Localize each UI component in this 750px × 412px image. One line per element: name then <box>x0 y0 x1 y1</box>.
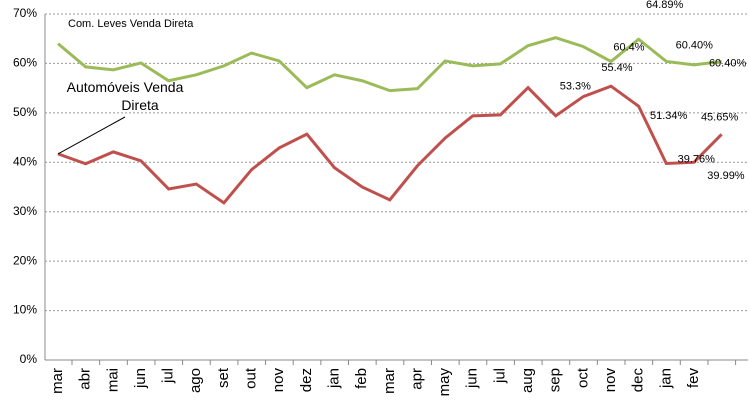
data-label: 39.76% <box>678 153 716 165</box>
y-tick-label: 0% <box>20 352 38 366</box>
x-tick-label: mar <box>381 368 398 394</box>
x-tick-label: jul <box>491 368 508 384</box>
y-tick-label: 20% <box>13 253 37 267</box>
series-label: Automóveis Venda Direta <box>67 79 184 113</box>
x-tick-label: mai <box>104 368 121 392</box>
y-tick-label: 40% <box>13 154 37 168</box>
x-tick-label: out <box>243 367 260 389</box>
x-tick-label: aug <box>519 368 536 393</box>
data-label: 60.40% <box>676 39 714 51</box>
x-tick-label: jan <box>657 368 674 389</box>
x-tick-label: feb <box>353 368 370 389</box>
series-line <box>57 84 723 205</box>
y-tick-label: 10% <box>13 303 37 317</box>
leader-line <box>57 116 126 155</box>
y-tick-label: 60% <box>13 56 37 70</box>
x-tick-label: apr <box>408 368 425 390</box>
x-tick-label: jun <box>464 368 481 389</box>
x-tick-label: set <box>215 367 232 388</box>
x-tick-label: nov <box>602 368 619 393</box>
data-label: 60.4% <box>613 41 644 53</box>
x-tick-label: jun <box>132 368 149 389</box>
series-label: Com. Leves Venda Direta <box>68 18 194 30</box>
x-tick-label: mar <box>49 368 66 394</box>
x-tick-label: jul <box>160 368 177 384</box>
x-tick-label: may <box>436 368 453 397</box>
data-label: 60.40% <box>709 57 747 69</box>
series-line <box>57 36 722 93</box>
data-label: 45.65% <box>701 111 739 123</box>
x-tick-label: ago <box>187 368 204 393</box>
x-tick-label: oct <box>574 367 591 388</box>
x-tick-label: jan <box>325 368 342 389</box>
data-label: 51.34% <box>650 110 688 122</box>
data-label: 55.4% <box>601 62 632 74</box>
y-tick-label: 70% <box>13 6 37 20</box>
data-label: 53.3% <box>560 80 591 92</box>
x-tick-label: dec <box>630 368 647 393</box>
data-label: 39.99% <box>707 170 745 182</box>
data-label: 64.89% <box>646 0 684 11</box>
x-tick-label: abr <box>77 368 94 390</box>
x-tick-label: fev <box>685 368 702 389</box>
x-tick-label: nov <box>270 368 287 393</box>
x-tick-label: sep <box>547 368 564 392</box>
y-tick-label: 30% <box>13 204 37 218</box>
y-tick-label: 50% <box>13 105 37 119</box>
x-tick-label: dez <box>298 368 315 392</box>
